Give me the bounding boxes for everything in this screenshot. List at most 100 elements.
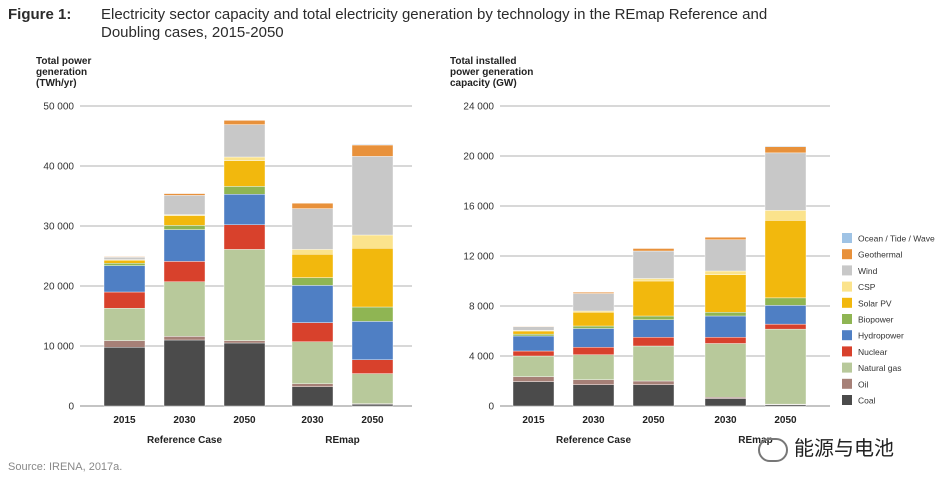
bar-segment-csp <box>632 278 675 282</box>
legend-swatch <box>842 378 852 389</box>
legend-label: Solar PV <box>858 298 892 308</box>
bar-segment-biopower <box>223 186 266 195</box>
bar-segment-coal <box>512 381 555 407</box>
bar-segment-geothermal <box>351 144 394 157</box>
bar-segment-biopower <box>764 297 807 306</box>
bar-segment-nuclear <box>512 350 555 357</box>
y-tick-label: 20 000 <box>463 152 494 163</box>
x-tick-label: 2050 <box>233 415 256 426</box>
bar-segment-wind <box>103 257 146 260</box>
legend-label: Oil <box>858 379 869 389</box>
bar-segment-wind <box>764 152 807 211</box>
legend-swatch <box>842 346 852 357</box>
x-tick-label: 2050 <box>774 415 797 426</box>
bar-segment-biopower <box>632 315 675 320</box>
bar-segment-oil <box>291 383 334 387</box>
bar-segment-wind <box>632 250 675 279</box>
bar-segment-wind <box>512 326 555 331</box>
bar-segment-solar-pv <box>223 160 266 187</box>
legend-label: Geothermal <box>858 250 903 260</box>
legend-swatch <box>842 395 852 405</box>
bar-segment-hydropower <box>632 319 675 338</box>
group-label: Reference Case <box>147 435 222 446</box>
y-tick-label: 4 000 <box>469 352 494 363</box>
bar-segment-wind <box>223 124 266 158</box>
bar-segment-solar-pv <box>572 312 615 327</box>
bar-segment-geothermal <box>291 202 334 209</box>
bar-segment-nuclear <box>632 337 675 347</box>
bar-segment-solar-pv <box>163 215 206 226</box>
bar-segment-oil <box>103 340 146 348</box>
watermark: 能源与电池 <box>758 432 894 462</box>
bar-segment-csp <box>764 210 807 221</box>
bar-segment-wind <box>291 208 334 250</box>
bar-segment-solar-pv <box>632 280 675 317</box>
bar-segment-nuclear <box>764 323 807 330</box>
bar-segment-coal <box>351 404 394 407</box>
legend-swatch <box>842 330 852 341</box>
legend-label: Hydropower <box>858 331 904 341</box>
bar-segment-wind <box>572 293 615 312</box>
legend-label: CSP <box>858 282 876 292</box>
bar-segment-nuclear <box>223 224 266 250</box>
watermark-text: 能源与电池 <box>794 438 894 460</box>
bar-segment-natural-gas <box>223 249 266 341</box>
bar-segment-coal <box>163 339 206 407</box>
bar-segment-geothermal <box>512 326 555 327</box>
bar-segment-biopower <box>512 333 555 337</box>
bar-segment-coal <box>704 398 747 407</box>
bar-segment-solar-pv <box>291 253 334 278</box>
bar-segment-coal <box>223 342 266 407</box>
legend-label: Coal <box>858 396 876 406</box>
y-axis-title: power generation <box>450 67 533 78</box>
y-tick-label: 12 000 <box>463 252 494 263</box>
bar-segment-natural-gas <box>764 328 807 405</box>
y-tick-label: 30 000 <box>43 222 74 233</box>
bar-segment-coal <box>291 386 334 407</box>
figure-label: Figure 1: <box>8 6 72 23</box>
bar-segment-solar-pv <box>351 247 394 308</box>
legend-label: Natural gas <box>858 363 901 373</box>
bar-segment-geothermal <box>704 237 747 240</box>
bar-segment-hydropower <box>704 315 747 338</box>
bar-segment-hydropower <box>351 321 394 360</box>
bar-segment-nuclear <box>704 337 747 344</box>
bar-segment-hydropower <box>512 335 555 352</box>
bar-segment-natural-gas <box>103 308 146 341</box>
bar-segment-biopower <box>572 325 615 329</box>
y-tick-label: 16 000 <box>463 202 494 213</box>
figure-source: Source: IRENA, 2017a. <box>8 461 123 473</box>
legend-label: Wind <box>858 266 878 276</box>
bar-segment-natural-gas <box>351 373 394 404</box>
bar-segment-geothermal <box>103 256 146 258</box>
x-tick-label: 2015 <box>522 415 545 426</box>
bar-segment-ocean-tide-wave <box>764 145 807 147</box>
bar-segment-wind <box>163 195 206 215</box>
y-tick-label: 24 000 <box>463 102 494 113</box>
bar-segment-biopower <box>291 277 334 286</box>
legend-swatch <box>842 281 852 292</box>
bar-segment-csp <box>291 249 334 255</box>
x-tick-label: 2030 <box>173 415 196 426</box>
bar-segment-nuclear <box>351 359 394 374</box>
figure-title: Electricity sector capacity and total el… <box>101 6 768 41</box>
y-tick-label: 20 000 <box>43 282 74 293</box>
bar-segment-geothermal <box>163 193 206 196</box>
legend-label: Ocean / Tide / Wave <box>858 234 935 244</box>
bar-segment-oil <box>223 340 266 344</box>
group-label: REmap <box>738 435 772 446</box>
bar-segment-hydropower <box>764 305 807 325</box>
y-tick-label: 10 000 <box>43 342 74 353</box>
bar-segment-solar-pv <box>764 220 807 299</box>
y-tick-label: 50 000 <box>43 102 74 113</box>
bar-segment-hydropower <box>572 328 615 348</box>
group-label: REmap <box>325 435 359 446</box>
y-axis-title: Total power <box>36 56 91 67</box>
bar-segment-hydropower <box>223 193 266 225</box>
bar-segment-solar-pv <box>704 274 747 313</box>
x-tick-label: 2030 <box>582 415 605 426</box>
legend: Ocean / Tide / Wave Geothermal Wind CSP Sola… <box>842 233 935 406</box>
bar-segment-natural-gas <box>572 354 615 380</box>
